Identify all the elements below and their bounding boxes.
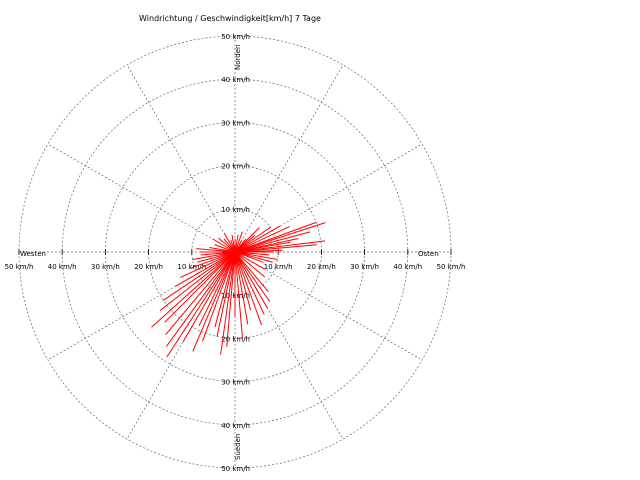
tick-label-north: 30 km/h [221, 119, 250, 127]
wind-line [151, 251, 236, 328]
tick-label-north: 50 km/h [221, 33, 250, 41]
tick-label-east: 20 km/h [307, 263, 336, 271]
wind-line [234, 251, 264, 263]
wind-line [166, 251, 236, 358]
direction-label-north: Norden [234, 45, 242, 70]
tick-label-east: 10 km/h [264, 263, 293, 271]
tick-label-east: 40 km/h [393, 263, 422, 271]
wind-lines [151, 221, 326, 358]
grid-spoke [234, 64, 344, 253]
wind-line [234, 251, 273, 263]
wind-line [234, 251, 269, 293]
wind-line [226, 251, 236, 347]
wind-line [159, 251, 236, 311]
tick-label-west: 50 km/h [5, 263, 34, 271]
tick-label-south: 10 km/h [221, 292, 250, 300]
wind-line [234, 251, 268, 309]
wind-line [179, 251, 236, 279]
direction-label-west: Westen [20, 250, 46, 258]
wind-line [234, 251, 265, 315]
wind-line [234, 251, 243, 339]
center-calm-marker [231, 248, 239, 256]
wind-line [190, 251, 236, 269]
wind-line [234, 251, 263, 326]
tick-label-west: 10 km/h [177, 263, 206, 271]
grid-spoke [234, 251, 423, 361]
tick-label-south: 40 km/h [221, 422, 250, 430]
tick-label-north: 20 km/h [221, 163, 250, 171]
wind-line [163, 251, 236, 301]
wind-line [234, 251, 266, 270]
grid-spoke [126, 64, 236, 253]
wind-line [165, 251, 236, 347]
wind-line [220, 251, 236, 355]
tick-labels: 10 km/h 10 km/h 10 km/h 10 km/h 20 km/h 20 km… [5, 33, 466, 473]
direction-label-east: Osten [418, 250, 439, 258]
wind-line [234, 251, 252, 311]
tick-label-east: 50 km/h [437, 263, 466, 271]
tick-label-north: 40 km/h [221, 76, 250, 84]
wind-line [202, 251, 236, 342]
tick-label-west: 40 km/h [48, 263, 77, 271]
wind-line [196, 248, 236, 253]
wind-line [234, 251, 249, 325]
wind-line [216, 251, 236, 337]
wind-line [234, 221, 317, 253]
wind-line [192, 251, 236, 352]
wind-line [209, 247, 236, 253]
tick-label-west: 20 km/h [134, 263, 163, 271]
wind-line [234, 227, 260, 253]
grid-spoke [47, 143, 236, 253]
tick-label-west: 30 km/h [91, 263, 120, 271]
wind-line [198, 251, 236, 327]
wind-line [182, 251, 236, 343]
wind-line [174, 251, 236, 288]
wind-line [197, 251, 236, 263]
chart-title: Windrichtung / Geschwindigkeit[km/h] 7 T… [139, 14, 321, 23]
tick-label-south: 20 km/h [221, 335, 250, 343]
wind-line [165, 251, 236, 336]
wind-line [234, 225, 281, 253]
wind-line [234, 240, 326, 253]
wind-line [234, 251, 271, 302]
wind-line [234, 251, 270, 256]
wind-line [234, 226, 271, 253]
wind-line [234, 231, 311, 253]
wind-line [164, 251, 236, 323]
wind-line [234, 244, 317, 253]
wind-line [234, 222, 326, 253]
tick-label-south: 50 km/h [221, 465, 250, 473]
tick-label-south: 30 km/h [221, 379, 250, 387]
tick-label-east: 30 km/h [350, 263, 379, 271]
wind-line [234, 225, 291, 253]
direction-label-south: Sueden [234, 434, 242, 460]
tick-label-north: 10 km/h [221, 206, 250, 214]
wind-line [212, 238, 236, 253]
wind-line [234, 251, 266, 278]
wind-line [234, 251, 278, 260]
wind-line [192, 251, 236, 260]
wind-line [214, 251, 236, 328]
